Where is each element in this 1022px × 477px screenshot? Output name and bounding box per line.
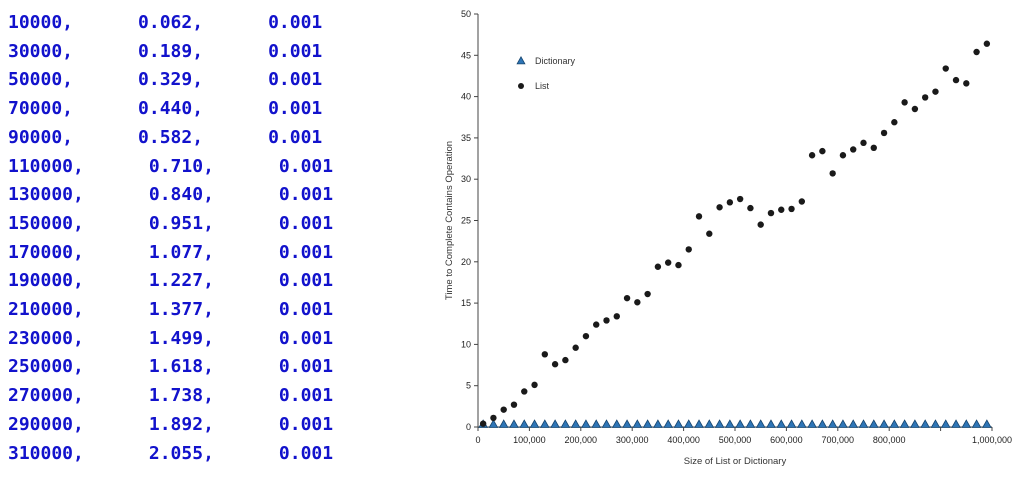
y-tick-label: 0 [466,422,471,432]
x-tick-label: 1,000,000 [972,435,1012,445]
y-axis-ticks: 0 5 10 15 20 25 30 35 40 45 50 [461,9,478,432]
legend-triangle-icon [516,55,526,65]
console-line: 230000, 1.499, 0.001 [8,327,334,349]
y-tick-label: 15 [461,298,471,308]
x-tick-label: 100,000 [513,435,546,445]
y-axis-label: Time to Complete Contains Operation [444,141,455,300]
console-line: 70000, 0.440, 0.001 [8,98,323,120]
x-tick-label: 0 [475,435,480,445]
y-tick-label: 40 [461,92,471,102]
console-line: 290000, 1.892, 0.001 [8,413,334,435]
legend-item-list: List [518,81,550,91]
scatter-chart: 0 5 10 15 20 25 30 35 40 45 50 0 100,000 200,000 300,0… [444,9,1012,467]
console-line: 170000, 1.077, 0.001 [8,241,334,263]
x-tick-label: 200,000 [565,435,598,445]
dictionary-series [478,419,992,428]
x-tick-label: 500,000 [719,435,752,445]
console-output: 10000, 0.062, 0.001 30000, 0.189, 0.001 50… [0,0,440,477]
console-line: 90000, 0.582, 0.001 [8,126,323,148]
y-tick-label: 30 [461,174,471,184]
x-tick-label: 600,000 [770,435,803,445]
x-axis-ticks: 0 100,000 200,000 300,000 400,000 500,000 600,… [475,427,1012,445]
legend-circle-icon [518,83,524,89]
console-line: 310000, 2.055, 0.001 [8,442,334,464]
y-tick-label: 35 [461,133,471,143]
console-line: 210000, 1.377, 0.001 [8,299,334,321]
y-tick-label: 25 [461,216,471,226]
console-line: 270000, 1.738, 0.001 [8,385,334,407]
console-line: 10000, 0.062, 0.001 [8,12,323,33]
console-line: 50000, 0.329, 0.001 [8,69,323,91]
y-tick-label: 45 [461,50,471,60]
legend-label: List [535,81,550,91]
legend: Dictionary List [516,55,576,91]
y-tick-label: 20 [461,257,471,267]
y-tick-label: 10 [461,339,471,349]
x-tick-label: 800,000 [873,435,906,445]
console-line: 150000, 0.951, 0.001 [8,212,334,234]
console-line: 250000, 1.618, 0.001 [8,356,334,378]
x-axis-label: Size of List or Dictionary [684,456,787,467]
console-line: 30000, 0.189, 0.001 [8,40,323,62]
y-tick-label: 5 [466,381,471,391]
x-tick-label: 300,000 [616,435,649,445]
legend-item-dictionary: Dictionary [516,55,576,66]
console-line: 110000, 0.710, 0.001 [8,155,334,177]
x-tick-label: 700,000 [822,435,855,445]
console-line: 130000, 0.840, 0.001 [8,184,334,206]
x-tick-label: 400,000 [667,435,700,445]
legend-label: Dictionary [535,56,576,66]
y-tick-label: 50 [461,9,471,19]
chart-pane: 0 5 10 15 20 25 30 35 40 45 50 0 100,000 200,000 300,0… [440,0,1022,477]
list-series [479,40,991,427]
console-line: 190000, 1.227, 0.001 [8,270,334,292]
